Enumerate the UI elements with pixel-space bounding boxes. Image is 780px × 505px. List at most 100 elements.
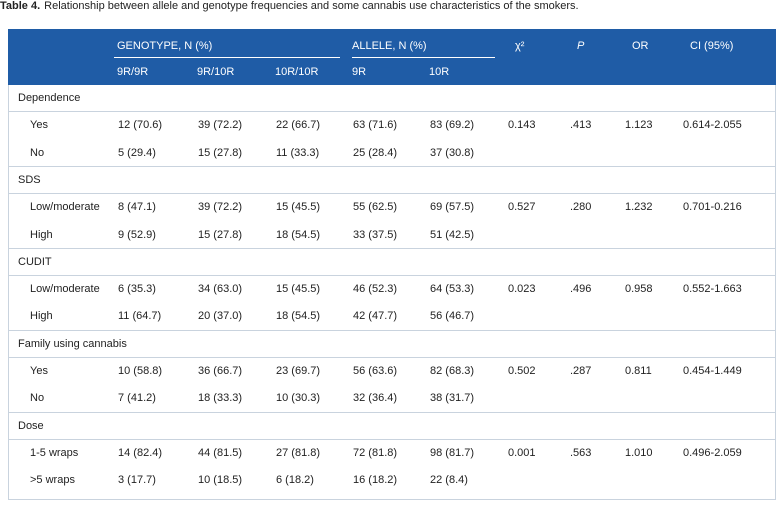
cell: 6 (35.3) <box>118 283 156 296</box>
cell: 98 (81.7) <box>430 446 475 459</box>
cell: 0.958 <box>625 283 653 296</box>
col-header: CI (95%) <box>690 40 734 52</box>
group-label: SDS <box>18 173 41 186</box>
row-label: Low/moderate <box>30 283 100 296</box>
row-label: No <box>30 392 45 405</box>
sub-header: 9R/10R <box>197 66 235 78</box>
group-line <box>9 329 775 331</box>
sub-header: 9R/9R <box>117 66 149 78</box>
cell: 32 (36.4) <box>353 392 398 405</box>
sub-header: 10R <box>429 66 450 78</box>
cell: 37 (30.8) <box>430 146 475 159</box>
cell: 56 (46.7) <box>430 310 475 323</box>
cell: 22 (8.4) <box>430 474 468 487</box>
group-line <box>9 165 775 167</box>
cell: 6 (18.2) <box>276 474 314 487</box>
cell: 15 (45.5) <box>276 201 321 214</box>
cell: 55 (62.5) <box>353 201 398 214</box>
cell: 0.001 <box>508 446 536 459</box>
underline <box>114 57 340 58</box>
cell: 83 (69.2) <box>430 119 475 132</box>
table-caption: Table 4. Relationship between allele and … <box>0 0 780 12</box>
sub-header: 10R/10R <box>275 66 319 78</box>
cell: 18 (33.3) <box>198 392 243 405</box>
cell: 10 (30.3) <box>276 392 321 405</box>
cell: 15 (45.5) <box>276 283 321 296</box>
row-label: Yes <box>30 365 48 377</box>
cell: 14 (82.4) <box>118 446 163 459</box>
row-line <box>9 193 775 195</box>
row-line <box>9 275 775 277</box>
cell: 39 (72.2) <box>198 201 243 214</box>
group-label: Family using cannabis <box>18 337 127 350</box>
col-group: GENOTYPE, N (%) <box>117 40 213 52</box>
cell: 0.454-1.449 <box>683 365 742 377</box>
cell: .413 <box>570 119 592 132</box>
caption-text: Relationship between allele and genotype… <box>44 0 579 12</box>
group-label: CUDIT <box>18 255 52 268</box>
cell: 51 (42.5) <box>430 228 475 241</box>
cell: 9 (52.9) <box>118 228 156 241</box>
cell: 38 (31.7) <box>430 392 475 405</box>
row-line <box>9 438 775 440</box>
cell: 69 (57.5) <box>430 201 475 214</box>
cell: 15 (27.8) <box>198 228 243 241</box>
cell: 3 (17.7) <box>118 474 156 487</box>
cell: 82 (68.3) <box>430 365 475 377</box>
cell: 36 (66.7) <box>198 365 243 377</box>
cell: 0.023 <box>508 283 536 296</box>
col-group: ALLELE, N (%) <box>352 40 427 52</box>
row-line <box>9 357 775 358</box>
group-line <box>9 247 775 249</box>
cell: 0.811 <box>625 365 652 377</box>
cell: 10 (18.5) <box>198 474 243 487</box>
col-header: χ² <box>515 40 525 52</box>
cell: 10 (58.8) <box>118 365 163 377</box>
col-header: P <box>577 40 585 52</box>
cell: 39 (72.2) <box>198 119 243 132</box>
cell: 11 (33.3) <box>276 146 320 159</box>
table-header: GENOTYPE, N (%) ALLELE, N (%) χ² P OR CI… <box>8 29 776 85</box>
cell: 34 (63.0) <box>198 283 243 296</box>
row-label: Low/moderate <box>30 201 100 214</box>
row-label: High <box>30 228 53 241</box>
caption-label: Table 4. <box>0 0 41 12</box>
cell: 0.502 <box>508 365 536 377</box>
row-label: 1-5 wraps <box>30 446 79 459</box>
cell: 11 (64.7) <box>118 310 162 323</box>
cell: .496 <box>570 283 592 296</box>
cell: .280 <box>570 201 592 214</box>
cell: 18 (54.5) <box>276 310 321 323</box>
cell: 12 (70.6) <box>118 119 163 132</box>
cell: 1.232 <box>625 201 653 214</box>
cell: 64 (53.3) <box>430 283 475 296</box>
cell: 0.496-2.059 <box>683 446 742 459</box>
cell: 1.123 <box>625 119 653 132</box>
cell: 42 (47.7) <box>353 310 398 323</box>
cell: 5 (29.4) <box>118 146 156 159</box>
cell: 0.701-0.216 <box>683 201 742 214</box>
cell: 33 (37.5) <box>353 228 398 241</box>
cell: 63 (71.6) <box>353 119 398 132</box>
cell: .287 <box>570 365 592 377</box>
cell: 20 (37.0) <box>198 310 243 323</box>
cell: 0.552-1.663 <box>683 283 742 296</box>
table-body: Dependence Yes 12 (70.6) 39 (72.2) 22 (66.7)… <box>8 85 776 500</box>
cell: 0.143 <box>508 119 536 132</box>
cell: 8 (47.1) <box>118 201 156 214</box>
cell: 15 (27.8) <box>198 146 243 159</box>
group-line <box>9 411 775 413</box>
cell: 16 (18.2) <box>353 474 398 487</box>
row-label: No <box>30 146 45 159</box>
cell: 22 (66.7) <box>276 119 321 132</box>
row-line <box>9 111 775 113</box>
group-label: Dependence <box>18 92 81 104</box>
cell: 0.614-2.055 <box>683 119 742 132</box>
cell: .563 <box>570 446 592 459</box>
group-label: Dose <box>18 419 44 432</box>
row-label: High <box>30 310 53 323</box>
cell: 56 (63.6) <box>353 365 398 377</box>
cell: 46 (52.3) <box>353 283 398 296</box>
col-header: OR <box>632 40 649 52</box>
